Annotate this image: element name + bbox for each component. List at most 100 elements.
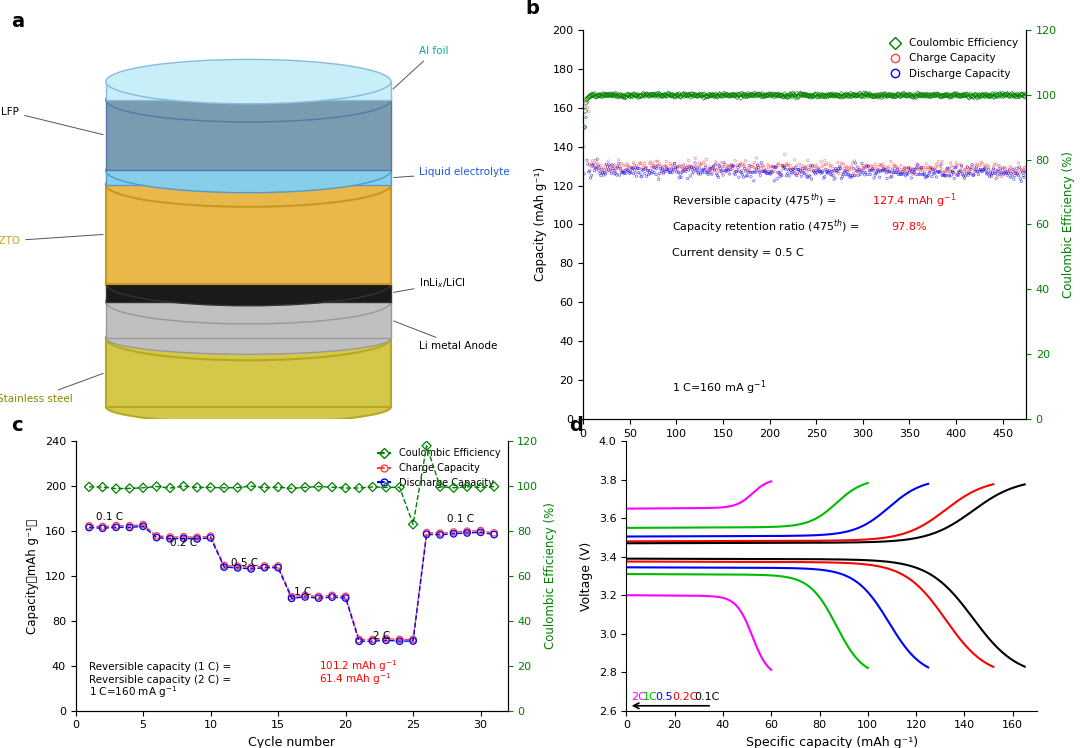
Point xyxy=(768,162,785,174)
Point xyxy=(888,167,905,179)
Point xyxy=(943,160,960,172)
Point xyxy=(702,167,719,179)
Point xyxy=(782,88,799,100)
Point xyxy=(920,167,937,179)
Point xyxy=(629,162,646,174)
Text: InLi$_x$/LiCl: InLi$_x$/LiCl xyxy=(394,277,465,292)
Point xyxy=(792,162,809,174)
Point xyxy=(823,165,840,177)
Point xyxy=(670,166,687,178)
Point xyxy=(728,166,745,178)
Point xyxy=(720,90,738,102)
Point xyxy=(863,160,880,172)
Point xyxy=(758,168,775,180)
Text: Li metal Anode: Li metal Anode xyxy=(393,321,498,351)
Point xyxy=(841,90,859,102)
Point xyxy=(1014,170,1031,182)
Point xyxy=(1009,88,1026,100)
Point xyxy=(809,166,826,178)
Point xyxy=(597,159,615,171)
Point xyxy=(681,91,699,102)
Point xyxy=(801,169,819,181)
Point xyxy=(849,89,866,101)
Point xyxy=(730,171,747,183)
Point xyxy=(612,158,630,170)
Point xyxy=(883,171,901,183)
Point xyxy=(711,160,728,172)
Point xyxy=(684,88,701,100)
Point xyxy=(692,159,710,171)
Point xyxy=(810,165,827,177)
Point xyxy=(824,162,841,174)
Point xyxy=(957,163,974,175)
Point xyxy=(869,89,887,101)
Point xyxy=(728,165,745,177)
Point xyxy=(669,161,686,173)
Point xyxy=(609,161,626,173)
Point xyxy=(720,165,738,177)
Point xyxy=(603,167,620,179)
Point xyxy=(598,165,616,177)
Point xyxy=(1011,164,1028,176)
Point xyxy=(748,89,766,101)
Ellipse shape xyxy=(106,154,391,187)
Point xyxy=(784,164,801,176)
Point xyxy=(773,170,791,182)
Point xyxy=(848,165,865,177)
Point xyxy=(1003,171,1021,183)
Point xyxy=(865,90,882,102)
Point xyxy=(887,167,904,179)
Point xyxy=(660,162,677,174)
Point xyxy=(840,168,858,180)
Point xyxy=(647,168,664,180)
Point xyxy=(850,90,867,102)
Point xyxy=(832,91,849,102)
Point xyxy=(854,90,872,102)
Point xyxy=(919,90,936,102)
Point xyxy=(799,171,816,183)
Point xyxy=(917,171,934,183)
Point xyxy=(775,91,793,102)
Point xyxy=(893,163,910,175)
Point xyxy=(798,165,815,177)
Point xyxy=(873,165,890,177)
Point xyxy=(945,167,962,179)
Point xyxy=(973,90,990,102)
Point xyxy=(811,91,828,102)
Point xyxy=(954,168,971,180)
Point xyxy=(891,91,908,102)
Point xyxy=(958,88,975,100)
Point xyxy=(652,89,670,101)
Point xyxy=(918,158,935,170)
Point xyxy=(459,525,476,537)
Point xyxy=(578,111,595,123)
Point xyxy=(714,169,731,181)
Point xyxy=(603,89,620,101)
Point xyxy=(216,560,233,571)
Point xyxy=(831,90,848,102)
Point xyxy=(584,155,602,167)
Point xyxy=(687,89,704,101)
Point xyxy=(796,162,813,174)
Point xyxy=(753,162,770,174)
Point xyxy=(902,165,919,177)
Point xyxy=(791,88,808,100)
Point xyxy=(833,157,850,169)
Point xyxy=(727,169,744,181)
Point xyxy=(831,164,848,176)
Point xyxy=(890,168,907,180)
Point xyxy=(592,168,609,180)
Point xyxy=(762,90,780,102)
Point xyxy=(1012,173,1029,185)
Point xyxy=(696,166,713,178)
Point xyxy=(643,89,660,101)
Point xyxy=(608,90,625,102)
Point xyxy=(1010,90,1027,102)
Point xyxy=(943,169,960,181)
Point xyxy=(605,165,622,177)
Point xyxy=(677,165,694,177)
Point xyxy=(678,90,696,102)
Point xyxy=(835,159,852,171)
Point xyxy=(800,90,818,102)
Point xyxy=(885,91,902,102)
